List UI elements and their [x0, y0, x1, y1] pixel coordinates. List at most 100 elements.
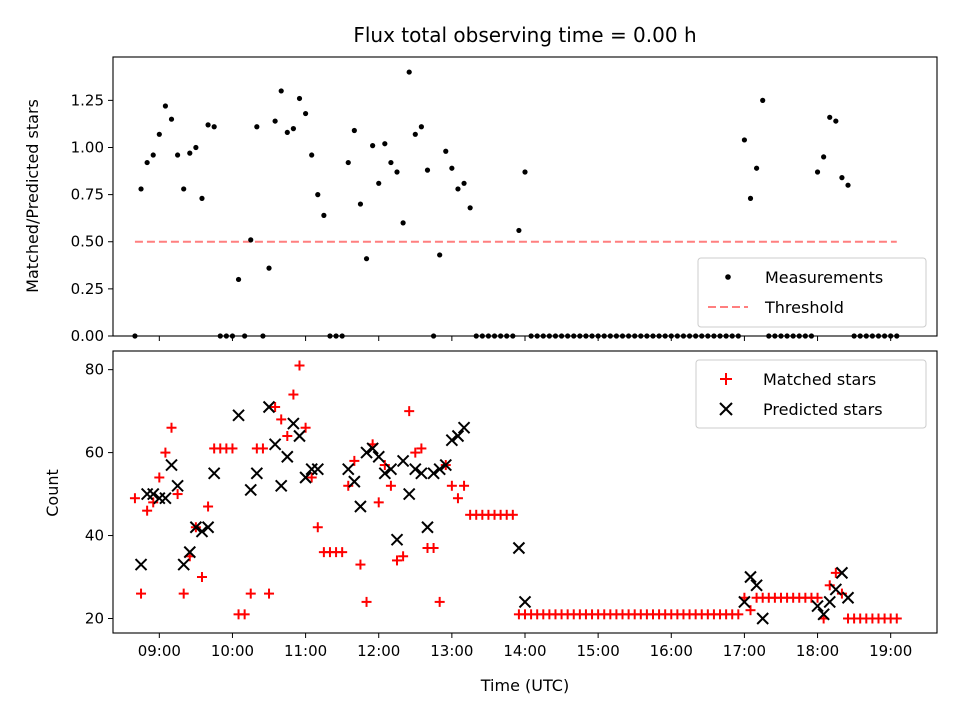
measurement-point — [181, 186, 187, 192]
predicted-star-point — [518, 595, 532, 609]
matched-star-point — [276, 414, 287, 425]
predicted-star-point — [378, 467, 392, 480]
measurement-point — [760, 97, 766, 103]
bottom-y-tick-label: 20 — [85, 609, 104, 627]
predicted-star-point — [421, 521, 434, 534]
predicted-star-point — [165, 458, 178, 472]
matched-stars-points — [129, 360, 902, 624]
predicted-star-point — [366, 442, 379, 455]
predicted-star-point — [409, 462, 422, 476]
bottom-x-tick-label: 18:00 — [796, 642, 839, 660]
bottom-x-tick-label: 11:00 — [284, 642, 327, 660]
predicted-star-point — [342, 462, 355, 476]
predicted-star-point — [744, 570, 757, 584]
top-legend: Measurements Threshold — [697, 257, 927, 328]
matched-star-point — [154, 472, 165, 483]
matched-star-point — [172, 489, 183, 500]
matched-star-point — [178, 588, 189, 599]
measurement-point — [168, 116, 175, 122]
matched-star-point — [264, 588, 275, 599]
measurement-point — [150, 152, 156, 158]
predicted-star-point — [750, 579, 763, 592]
measurement-point — [193, 144, 199, 151]
legend-predicted-label: Predicted stars — [763, 400, 883, 419]
measurement-point — [461, 180, 467, 186]
matched-star-point — [227, 443, 238, 454]
predicted-star-point — [841, 591, 855, 604]
predicted-star-point — [171, 479, 184, 492]
predicted-star-point — [207, 467, 221, 480]
measurement-point — [827, 114, 833, 120]
predicted-star-point — [281, 450, 294, 463]
matched-star-point — [452, 493, 463, 504]
predicted-star-point — [811, 599, 824, 613]
matched-star-point — [239, 609, 250, 620]
predicted-star-point — [293, 429, 306, 443]
predicted-star-point — [311, 462, 324, 476]
top-y-tick-label: 0.00 — [71, 327, 104, 345]
bottom-y-tick-label: 80 — [85, 361, 104, 379]
predicted-star-point — [384, 462, 398, 476]
matched-star-point — [337, 547, 348, 558]
predicted-star-point — [396, 454, 410, 468]
measurement-point — [272, 118, 278, 124]
matched-star-point — [142, 505, 153, 516]
measurement-point — [248, 237, 254, 243]
legend-measurements-marker — [725, 274, 731, 280]
bottom-x-tick-label: 19:00 — [869, 642, 912, 660]
measurement-point — [394, 169, 400, 175]
measurement-point — [284, 129, 290, 136]
measurement-point — [443, 148, 449, 154]
measurement-point — [278, 88, 284, 94]
measurement-point — [144, 159, 150, 166]
top-y-tick-label: 1.25 — [71, 91, 104, 109]
predicted-star-point — [177, 558, 190, 571]
bottom-x-tick-label: 09:00 — [138, 642, 181, 660]
matched-star-point — [428, 542, 439, 553]
measurement-point — [156, 131, 162, 137]
matched-star-point — [891, 613, 902, 624]
measurement-point — [845, 182, 851, 188]
measurement-point — [418, 124, 424, 130]
top-y-axis-label: Matched/Predicted stars — [23, 99, 42, 293]
matched-star-point — [733, 609, 744, 620]
predicted-star-point — [287, 417, 300, 430]
predicted-star-point — [402, 487, 416, 501]
top-y-ticks: 0.00 0.25 0.50 0.75 1.00 1.25 — [71, 91, 113, 345]
legend-threshold-label: Threshold — [764, 298, 844, 317]
measurement-point — [400, 220, 406, 226]
bottom-y-ticks: 20 40 60 80 — [85, 361, 113, 627]
legend-measurements-label: Measurements — [765, 268, 883, 287]
measurement-point — [175, 152, 181, 158]
measurement-point — [839, 175, 845, 181]
bottom-legend: Matched stars Predicted stars — [695, 359, 927, 429]
matched-star-point — [349, 455, 360, 466]
predicted-star-point — [427, 467, 440, 480]
predicted-star-point — [390, 533, 404, 546]
measurement-point — [351, 127, 357, 134]
legend-matched-marker — [720, 373, 732, 385]
measurement-point — [235, 276, 242, 283]
predicted-star-point — [250, 467, 264, 480]
measurement-point — [449, 165, 455, 171]
bottom-x-axis-label: Time (UTC) — [480, 676, 569, 695]
bottom-x-tick-label: 13:00 — [430, 642, 473, 660]
top-y-tick-label: 0.50 — [71, 233, 104, 251]
matched-star-point — [306, 472, 317, 483]
predicted-star-point — [360, 446, 373, 459]
matched-star-point — [398, 551, 409, 562]
measurement-point — [321, 212, 327, 218]
predicted-star-point — [445, 433, 459, 447]
matched-star-point — [446, 480, 457, 491]
matched-star-point — [136, 588, 147, 599]
bottom-panel: Count Time (UTC) 20 40 60 80 09:00 10:00 11:0… — [43, 350, 938, 695]
predicted-star-point — [817, 608, 830, 621]
predicted-star-point — [512, 541, 526, 555]
matched-star-point — [300, 422, 311, 433]
predicted-star-point — [823, 595, 836, 609]
predicted-star-point — [183, 545, 196, 559]
matched-star-point — [270, 401, 281, 412]
predicted-stars-points — [134, 400, 855, 625]
measurement-point — [467, 205, 473, 211]
